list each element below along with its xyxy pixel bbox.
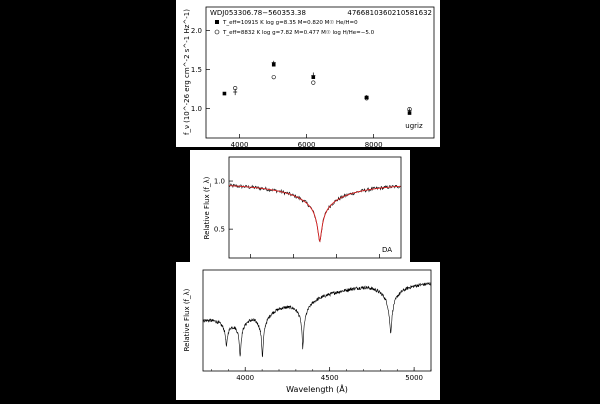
x-tick-label: 4500 (321, 374, 339, 382)
h-model-point (271, 75, 276, 80)
y-tick-label: 2.0 (191, 27, 202, 35)
he-model-point (222, 91, 227, 96)
h-model-point (407, 107, 412, 112)
balmer-fit-panel: Relative Flux (f_λ) DA 47004800490050000… (190, 150, 410, 270)
y-tick-label: 1.0 (191, 105, 202, 113)
photometry-title-left: WDJ053306.78−560353.38 (210, 9, 306, 17)
x-tick-label: 8000 (365, 141, 383, 149)
x-tick-label: 4000 (231, 141, 249, 149)
x-tick-label: 4000 (236, 374, 254, 382)
balmer-fit-panel-background (190, 150, 410, 270)
balmer-fit-plot-frame (228, 156, 402, 259)
h-model-point (364, 96, 369, 101)
x-tick-label: 5000 (405, 374, 423, 382)
y-tick-label: 1.5 (191, 66, 202, 74)
legend-entry-he-model: T_eff=10915 K log g=8.35 M=0.820 M☉ He/H… (222, 20, 358, 26)
y-tick-label: 1.0 (214, 178, 225, 186)
photometry-y-axis-label: f_ν (10^-26 erg cm^-2 s^-1 Hz^-1) (183, 9, 191, 135)
photometry-plot-frame (205, 6, 435, 139)
spectral-type-label: DA (382, 246, 392, 254)
spectrum-y-axis-label: Relative Flux (f_λ) (183, 288, 191, 351)
photometry-panel: WDJ053306.78−560353.38 47668103602105816… (176, 0, 440, 149)
balmer-fit-y-axis-label: Relative Flux (f_λ) (203, 176, 211, 239)
legend-filled-square-marker (215, 20, 219, 24)
he-model-point (311, 75, 316, 79)
x-tick-label: 6000 (298, 141, 316, 149)
legend-open-circle-marker (214, 29, 220, 35)
h-model-point (311, 80, 316, 85)
spectrum-panel: Relative Flux (f_λ) Wavelength (Å) 4000 4… (176, 262, 440, 400)
he-model-point (364, 95, 369, 100)
legend-entry-h-model: T_eff=8832 K log g=7.82 M=0.477 M☉ log H… (222, 30, 375, 36)
y-tick-label: 0.5 (214, 226, 225, 234)
spectrum-panel-background (176, 262, 440, 400)
band-label: ugriz (405, 122, 423, 130)
model-fit-line (228, 185, 401, 243)
h-model-point (233, 85, 238, 91)
spectrum-x-axis-label: Wavelength (Å) (286, 383, 348, 394)
photometry-panel-background (176, 0, 440, 147)
legend: T_eff=10915 K log g=8.35 M=0.820 M☉ He/H… (214, 20, 375, 36)
he-model-point (407, 111, 412, 115)
observed-spectrum-line (202, 281, 431, 358)
he-model-point (271, 62, 276, 67)
photometry-title-right: 4766810360210581632 (347, 9, 432, 17)
